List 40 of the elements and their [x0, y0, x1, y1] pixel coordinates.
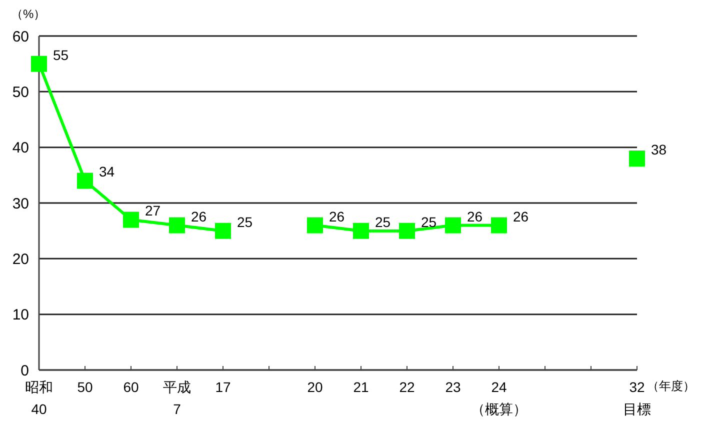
- y-tick-label: 50: [12, 84, 29, 101]
- y-tick-label: 40: [12, 140, 29, 157]
- x-tick-label: 21: [353, 379, 369, 395]
- y-tick-label: 10: [12, 306, 29, 324]
- x-tick-label: 50: [77, 379, 93, 395]
- y-tick-label: 0: [20, 362, 29, 380]
- point: [399, 222, 415, 239]
- point: [123, 212, 139, 228]
- y-tick-label: 60: [12, 28, 29, 46]
- data-label: 26: [329, 208, 345, 224]
- point: [169, 217, 185, 234]
- data-label: 26: [467, 208, 483, 224]
- data-label: 55: [53, 46, 69, 63]
- data-label: 27: [145, 202, 161, 219]
- x-tick-label: 20: [307, 379, 323, 395]
- y-axis-title: （%）: [11, 7, 46, 21]
- y-tick-label: 30: [12, 195, 29, 212]
- x-tick-label: 17: [215, 379, 231, 395]
- y-tick-label: 20: [12, 250, 29, 268]
- x-tick-label: 平成 7: [163, 379, 191, 417]
- x-tick-label: 60: [123, 379, 139, 395]
- data-label: 25: [375, 214, 391, 230]
- point: [353, 222, 369, 239]
- x-tick-label: 昭和 40: [25, 379, 53, 417]
- point: [307, 217, 323, 234]
- x-tick-label: 22: [399, 379, 415, 395]
- data-label: 25: [237, 214, 253, 230]
- data-label: 26: [513, 208, 529, 224]
- data-label: 38: [651, 141, 667, 158]
- data-label: 34: [99, 164, 115, 180]
- x-tick-label: 23: [445, 379, 461, 395]
- point: [215, 222, 231, 239]
- point: [445, 217, 461, 234]
- point: [491, 217, 507, 234]
- x-tick-label: 24 （概算）: [471, 379, 527, 417]
- point: [77, 172, 93, 189]
- data-label: 25: [421, 214, 437, 230]
- point: [31, 56, 47, 72]
- data-label: 26: [191, 208, 207, 224]
- point: [629, 150, 645, 166]
